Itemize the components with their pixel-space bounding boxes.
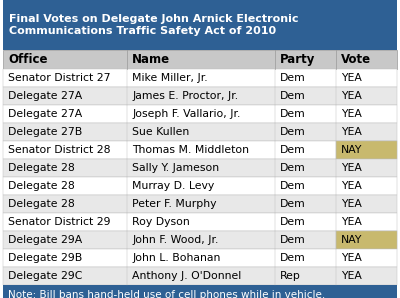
Text: Peter F. Murphy: Peter F. Murphy bbox=[132, 199, 217, 209]
Text: Party: Party bbox=[280, 53, 315, 66]
Text: Dem: Dem bbox=[280, 73, 306, 83]
Text: YEA: YEA bbox=[341, 199, 362, 209]
Text: Dem: Dem bbox=[280, 127, 306, 137]
Text: John F. Wood, Jr.: John F. Wood, Jr. bbox=[132, 235, 218, 245]
Text: YEA: YEA bbox=[341, 217, 362, 227]
Bar bbox=[336, 231, 397, 249]
Text: YEA: YEA bbox=[341, 91, 362, 101]
Bar bbox=[3, 285, 397, 298]
Text: Delegate 28: Delegate 28 bbox=[8, 163, 75, 173]
Text: Dem: Dem bbox=[280, 181, 306, 191]
Text: NAY: NAY bbox=[341, 235, 362, 245]
Text: Vote: Vote bbox=[341, 53, 371, 66]
Text: Note: Bill bans hand-held use of cell phones while in vehicle.: Note: Bill bans hand-held use of cell ph… bbox=[8, 289, 325, 298]
Bar bbox=[3, 50, 397, 69]
Text: Delegate 27A: Delegate 27A bbox=[8, 109, 82, 119]
Text: Delegate 29B: Delegate 29B bbox=[8, 253, 82, 263]
Text: YEA: YEA bbox=[341, 109, 362, 119]
Text: Delegate 27A: Delegate 27A bbox=[8, 91, 82, 101]
Text: Murray D. Levy: Murray D. Levy bbox=[132, 181, 214, 191]
Bar bbox=[3, 87, 397, 105]
Text: Name: Name bbox=[132, 53, 170, 66]
Text: Senator District 27: Senator District 27 bbox=[8, 73, 110, 83]
Text: Delegate 28: Delegate 28 bbox=[8, 181, 75, 191]
Bar bbox=[336, 141, 397, 159]
Bar bbox=[3, 267, 397, 285]
Text: Roy Dyson: Roy Dyson bbox=[132, 217, 190, 227]
Text: Dem: Dem bbox=[280, 217, 306, 227]
Text: YEA: YEA bbox=[341, 163, 362, 173]
Text: Sue Kullen: Sue Kullen bbox=[132, 127, 189, 137]
Text: NAY: NAY bbox=[341, 145, 362, 155]
Text: Office: Office bbox=[8, 53, 48, 66]
Text: YEA: YEA bbox=[341, 181, 362, 191]
Text: YEA: YEA bbox=[341, 253, 362, 263]
Text: John L. Bohanan: John L. Bohanan bbox=[132, 253, 220, 263]
Text: Joseph F. Vallario, Jr.: Joseph F. Vallario, Jr. bbox=[132, 109, 240, 119]
Bar bbox=[3, 105, 397, 123]
Text: Sally Y. Jameson: Sally Y. Jameson bbox=[132, 163, 219, 173]
Bar bbox=[3, 141, 397, 159]
Text: Anthony J. O'Donnel: Anthony J. O'Donnel bbox=[132, 271, 241, 281]
Text: YEA: YEA bbox=[341, 73, 362, 83]
Text: Senator District 28: Senator District 28 bbox=[8, 145, 110, 155]
Bar bbox=[3, 213, 397, 231]
Text: YEA: YEA bbox=[341, 271, 362, 281]
Text: Dem: Dem bbox=[280, 91, 306, 101]
Bar bbox=[3, 195, 397, 213]
Bar bbox=[3, 249, 397, 267]
Text: James E. Proctor, Jr.: James E. Proctor, Jr. bbox=[132, 91, 238, 101]
Text: Thomas M. Middleton: Thomas M. Middleton bbox=[132, 145, 249, 155]
Bar bbox=[3, 177, 397, 195]
Text: Delegate 28: Delegate 28 bbox=[8, 199, 75, 209]
Text: Dem: Dem bbox=[280, 163, 306, 173]
Bar bbox=[3, 231, 397, 249]
Text: Dem: Dem bbox=[280, 109, 306, 119]
Text: YEA: YEA bbox=[341, 127, 362, 137]
Bar bbox=[3, 159, 397, 177]
Bar bbox=[3, 69, 397, 87]
Text: Dem: Dem bbox=[280, 253, 306, 263]
Text: Final Votes on Delegate John Arnick Electronic
Communications Traffic Safety Act: Final Votes on Delegate John Arnick Elec… bbox=[9, 14, 298, 36]
Text: Delegate 27B: Delegate 27B bbox=[8, 127, 82, 137]
Text: Delegate 29C: Delegate 29C bbox=[8, 271, 82, 281]
Text: Rep: Rep bbox=[280, 271, 301, 281]
Text: Delegate 29A: Delegate 29A bbox=[8, 235, 82, 245]
Text: Dem: Dem bbox=[280, 199, 306, 209]
Text: Senator District 29: Senator District 29 bbox=[8, 217, 110, 227]
Text: Dem: Dem bbox=[280, 235, 306, 245]
Text: Mike Miller, Jr.: Mike Miller, Jr. bbox=[132, 73, 208, 83]
Bar bbox=[3, 123, 397, 141]
Text: Dem: Dem bbox=[280, 145, 306, 155]
